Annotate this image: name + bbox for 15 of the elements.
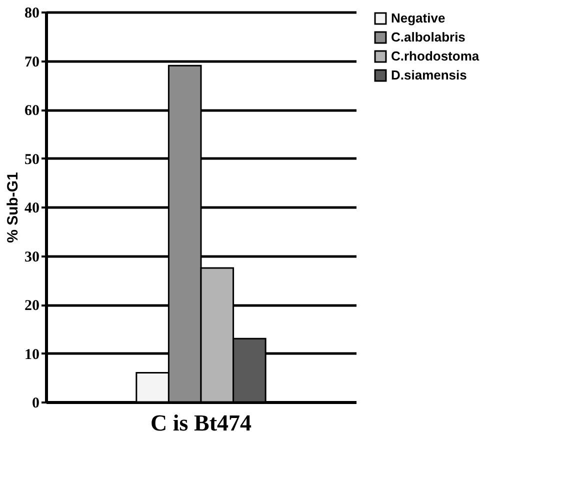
legend-label: Negative bbox=[391, 10, 446, 26]
legend-label: C.rhodostoma bbox=[391, 48, 480, 64]
y-tick-label: 50 bbox=[24, 152, 40, 168]
legend-label: D.siamensis bbox=[391, 68, 467, 82]
y-tick-label: 40 bbox=[24, 200, 40, 216]
y-tick-label: 10 bbox=[24, 346, 40, 363]
y-tick-label: 30 bbox=[24, 249, 40, 266]
y-tick-label: 0 bbox=[32, 396, 40, 412]
y-axis-title: % Sub-G1 bbox=[4, 172, 22, 243]
y-tick-label: 20 bbox=[24, 298, 40, 314]
y-tick-label: 80 bbox=[24, 6, 40, 22]
y-tick-label: 70 bbox=[24, 54, 40, 70]
y-tick-label: 60 bbox=[24, 103, 40, 119]
legend-label: C.albolabris bbox=[391, 30, 466, 44]
x-tick-label: C is Bt474 bbox=[150, 410, 252, 436]
